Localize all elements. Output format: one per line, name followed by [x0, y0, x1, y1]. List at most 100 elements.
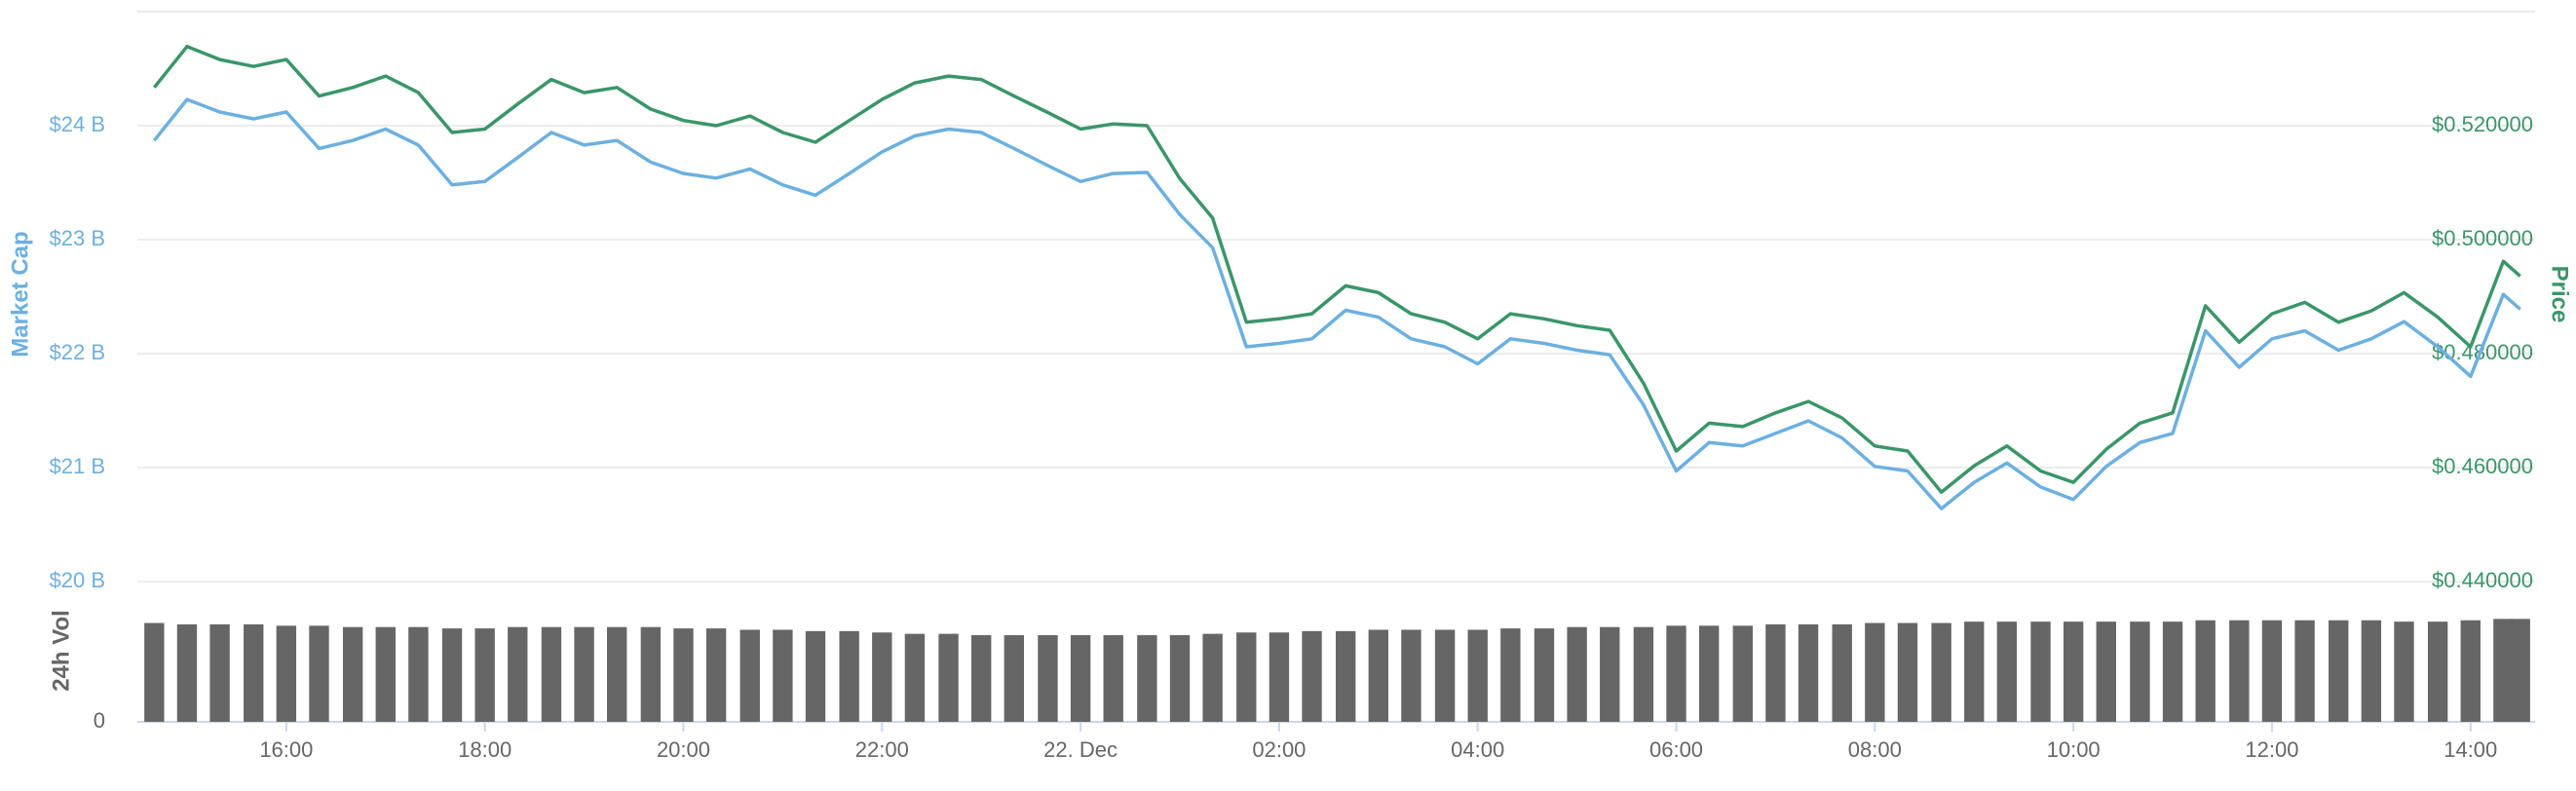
volume-bar: [1600, 626, 1620, 722]
volume-bar: [1169, 635, 1191, 722]
volume-bar: [1070, 635, 1091, 722]
y-tick-label: $20 B: [50, 568, 106, 592]
volume-bar: [342, 626, 363, 722]
volume-bar: [441, 628, 463, 722]
volume-bar: [1798, 623, 1819, 722]
volume-bar: [1302, 630, 1322, 722]
volume-bar: [574, 626, 594, 722]
volume-bar: [144, 622, 165, 722]
volume-bar: [1698, 625, 1720, 722]
y-tick-label: $21 B: [50, 454, 106, 478]
volume-bar: [508, 626, 528, 722]
volume-bar: [1534, 628, 1555, 722]
volume-bar: [1633, 626, 1654, 722]
series-line: [152, 44, 2521, 494]
volume-bar: [176, 623, 198, 722]
y2-tick-label: $0.440000: [2432, 568, 2533, 592]
volume-bar: [1368, 629, 1388, 722]
volume-bar: [2261, 620, 2283, 722]
x-tick-label: 18:00: [458, 737, 511, 762]
volume-bar: [2162, 622, 2183, 722]
x-tick-label: 14:00: [2443, 737, 2497, 762]
volume-bar: [2361, 620, 2382, 722]
volume-bar: [904, 633, 926, 722]
volume-bar: [640, 626, 662, 722]
volume-bar: [2394, 622, 2414, 722]
volume-bar: [1832, 623, 1852, 722]
x-tick-label: 16:00: [259, 737, 313, 762]
volume-bar: [705, 628, 727, 722]
volume-bar: [839, 630, 859, 722]
volume-bar: [1004, 635, 1025, 722]
volume-bar: [1103, 635, 1123, 722]
volume-bar: [244, 623, 264, 722]
series-line: [152, 97, 2521, 510]
volume-bar: [2229, 620, 2250, 722]
x-tick-label: 10:00: [2047, 737, 2101, 762]
volume-bar: [1865, 622, 1885, 722]
volume-bar: [805, 630, 826, 722]
volume-axis-title: 24h Vol: [48, 610, 74, 692]
volume-bar: [1236, 632, 1257, 722]
x-tick-label: 12:00: [2245, 737, 2298, 762]
volume-bar: [2294, 620, 2315, 722]
y-axis-title: Market Cap: [7, 231, 33, 357]
y2-tick-label: $0.520000: [2432, 112, 2533, 136]
y-tick-label: $22 B: [50, 340, 106, 364]
y2-axis-title: Price: [2547, 266, 2573, 323]
volume-bar: [2493, 619, 2514, 722]
volume-bar: [1335, 630, 1356, 722]
volume-bar: [1269, 632, 1290, 722]
volume-bar: [1765, 623, 1786, 722]
volume-bar: [408, 626, 429, 722]
y-tick-label: $23 B: [50, 226, 106, 250]
volume-bar: [872, 632, 892, 722]
volume-bar: [2130, 622, 2150, 722]
volume-tick-label: 0: [94, 708, 105, 733]
volume-bar: [1996, 622, 2018, 722]
volume-bar: [2030, 622, 2051, 722]
volume-bar: [2510, 619, 2530, 722]
x-tick-label: 22. Dec: [1043, 737, 1118, 762]
volume-bar: [276, 625, 297, 722]
volume-bar: [2195, 620, 2216, 722]
volume-bar: [2329, 620, 2349, 722]
volume-bar: [1964, 622, 1985, 722]
volume-bar: [1732, 625, 1753, 722]
volume-bar: [1567, 626, 1587, 722]
volume-bar: [1434, 629, 1456, 722]
volume-bar: [1500, 628, 1521, 722]
volume-bar: [309, 625, 329, 722]
volume-bar: [2427, 622, 2448, 722]
volume-bar: [1202, 633, 1223, 722]
y2-tick-label: $0.460000: [2432, 454, 2533, 478]
volume-bar: [2063, 622, 2084, 722]
y2-tick-label: $0.500000: [2432, 226, 2533, 250]
volume-bar: [2460, 620, 2481, 722]
volume-bar: [673, 628, 694, 722]
x-tick-label: 20:00: [657, 737, 710, 762]
volume-bar: [739, 629, 760, 722]
x-tick-label: 06:00: [1649, 737, 1703, 762]
volume-bar: [474, 628, 495, 722]
volume-bar: [1038, 635, 1058, 722]
volume-bar: [1401, 629, 1421, 722]
volume-bar: [375, 626, 396, 722]
volume-bar: [2096, 622, 2116, 722]
volume-bar: [1897, 622, 1918, 722]
x-tick-label: 02:00: [1252, 737, 1306, 762]
volume-bar: [541, 626, 562, 722]
volume-bar: [1931, 622, 1951, 722]
volume-bar: [773, 629, 793, 722]
volume-bar: [1467, 629, 1488, 722]
volume-bar: [607, 626, 627, 722]
volume-bar: [1137, 635, 1157, 722]
volume-bar: [938, 633, 959, 722]
x-tick-label: 22:00: [855, 737, 909, 762]
volume-bar: [971, 635, 992, 722]
y-tick-label: $24 B: [50, 112, 106, 136]
volume-bar: [1666, 625, 1686, 722]
x-tick-label: 08:00: [1848, 737, 1902, 762]
